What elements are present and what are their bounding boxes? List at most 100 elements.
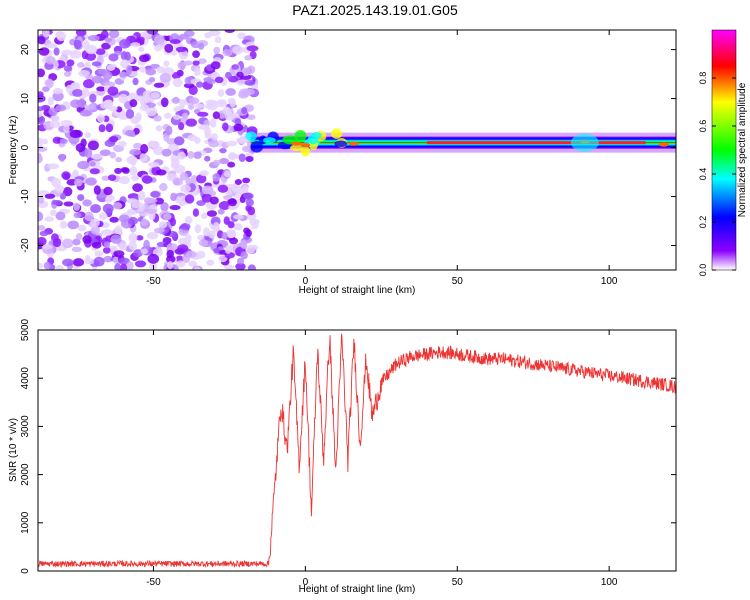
noise-blob [45,43,57,49]
noise-blob [159,183,168,192]
noise-blob [109,151,117,159]
noise-blob [38,36,46,45]
noise-blob [141,175,153,184]
noise-blob [173,114,181,120]
noise-blob [162,213,172,221]
noise-blob [89,168,100,175]
noise-blob [77,160,90,170]
noise-blob [39,230,49,237]
noise-blob [38,138,45,145]
noise-blob [143,197,153,204]
noise-blob [118,140,127,147]
noise-blob [84,132,92,138]
signal-hotspot [300,143,311,148]
noise-blob [189,97,200,105]
noise-blob [240,251,248,260]
colorbar-tick-label: 0.0 [698,264,708,277]
noise-blob [119,71,127,78]
noise-blob [174,136,185,146]
noise-blob [75,143,86,153]
noise-blob [130,42,141,48]
snr-y-label: SNR (10 * v/v) [8,418,19,482]
noise-blob [160,201,169,212]
noise-blob [225,88,236,96]
noise-blob [146,231,159,240]
noise-blob [133,142,143,150]
noise-blob [135,112,142,122]
noise-blob [185,118,198,127]
noise-blob [67,220,79,230]
noise-blob [90,225,100,235]
noise-blob [139,66,146,73]
signal-blob [294,130,307,142]
noise-blob [208,230,216,239]
noise-blob [138,46,145,53]
noise-blob [228,204,238,211]
noise-blob [87,35,100,42]
noise-blob [118,175,130,185]
noise-blob [59,138,68,145]
noise-blob [100,30,109,40]
noise-blob [223,264,235,270]
noise-blob [228,153,241,159]
noise-blob [92,241,102,249]
noise-blob [154,197,164,205]
noise-blob [96,86,106,92]
noise-blob [241,185,249,194]
noise-blob [55,211,66,221]
noise-blob [135,36,145,43]
noise-blob [224,113,236,121]
noise-blob [233,123,244,132]
noise-blob [232,45,244,55]
colorbar-gradient [711,29,737,271]
noise-blob [194,67,201,77]
x-tick-label: -50 [146,276,161,287]
noise-blob [197,234,205,241]
noise-blob [240,239,248,249]
noise-blob [244,55,252,61]
noise-blob [201,193,212,203]
noise-blob [139,152,148,162]
noise-blob [213,247,221,254]
signal-hotspot [348,141,359,146]
noise-blob [214,36,222,44]
noise-blob [196,81,204,88]
noise-blob [178,122,185,131]
colorbar: 0.0 0.2 0.4 0.6 0.8 Normalized spectral ampl… [698,29,748,277]
noise-blob [121,167,130,174]
noise-blob [77,224,87,232]
noise-blob [155,125,163,132]
noise-blob [185,250,197,258]
noise-blob [180,222,191,231]
noise-blob [222,49,233,57]
noise-blob [184,216,193,225]
noise-blob [78,98,86,109]
noise-blob [233,223,243,231]
noise-blob [93,185,101,195]
noise-blob [103,241,111,248]
noise-blob [55,265,64,270]
y-tick-label: 1000 [20,511,31,534]
noise-blob [172,77,183,88]
noise-blob [212,172,221,182]
noise-blob [103,186,113,196]
noise-blob [185,177,192,186]
noise-blob [145,208,157,214]
noise-blob [73,39,82,50]
noise-blob [246,114,256,121]
noise-blob [138,54,150,63]
noise-blob [244,79,256,86]
y-tick-label: 2000 [20,463,31,486]
snr-marks [38,333,676,569]
signal-hotspot [291,141,302,146]
noise-blob [175,260,186,268]
noise-blob [213,159,221,166]
noise-blob [104,196,113,203]
noise-blob [75,30,87,37]
noise-blob [126,261,134,270]
noise-blob [192,50,200,58]
noise-blob [89,161,96,167]
noise-blob [196,174,207,184]
spectrogram-x-label: Height of straight line (km) [299,285,416,296]
signal-blob [334,140,348,148]
